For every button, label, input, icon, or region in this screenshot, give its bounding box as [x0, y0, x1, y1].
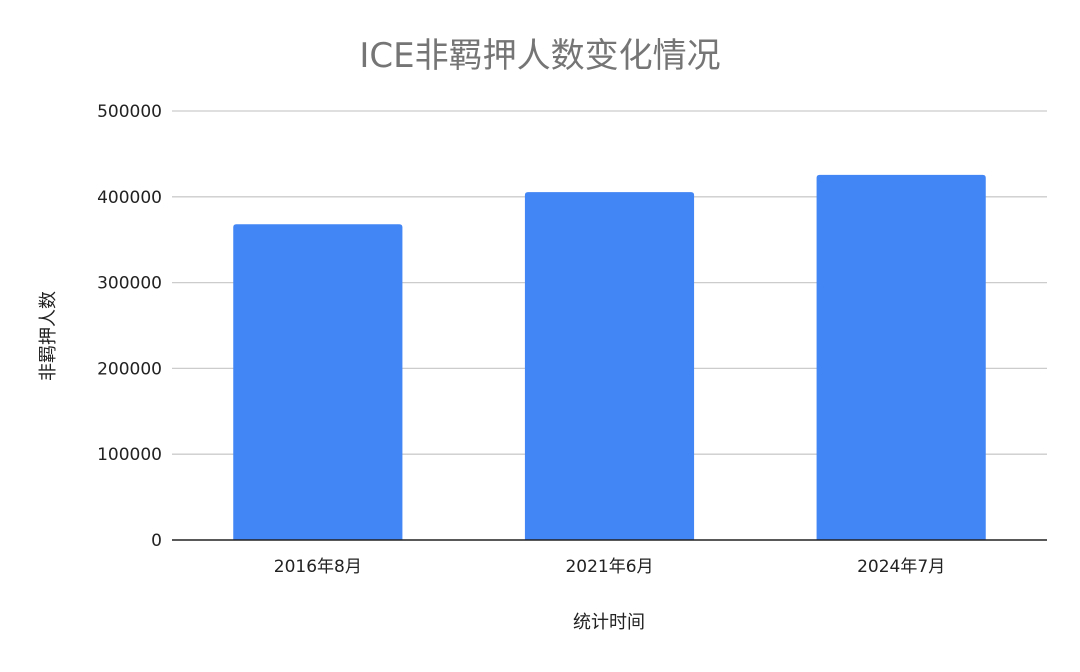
- y-tick-label: 300000: [97, 274, 162, 294]
- chart-title: ICE非羁押人数变化情况: [359, 36, 720, 76]
- y-tick-label: 0: [151, 531, 162, 551]
- x-axis-tick-labels: 2016年8月 2021年6月 2024年7月: [274, 557, 945, 577]
- x-tick-label: 2021年6月: [565, 557, 653, 577]
- y-tick-label: 100000: [97, 445, 162, 465]
- x-axis-label: 统计时间: [573, 612, 645, 633]
- y-tick-label: 400000: [97, 188, 162, 208]
- x-tick-label: 2024年7月: [857, 557, 945, 577]
- y-axis-label: 非羁押人数: [38, 291, 59, 381]
- bar: [524, 192, 695, 540]
- x-tick-label: 2016年8月: [274, 557, 362, 577]
- bars: [233, 174, 986, 541]
- bar: [816, 174, 986, 540]
- y-axis-tick-labels: 0 100000 200000 300000 400000 500000: [97, 102, 162, 551]
- y-tick-label: 200000: [97, 359, 162, 379]
- bar: [233, 224, 403, 541]
- y-tick-label: 500000: [97, 102, 162, 122]
